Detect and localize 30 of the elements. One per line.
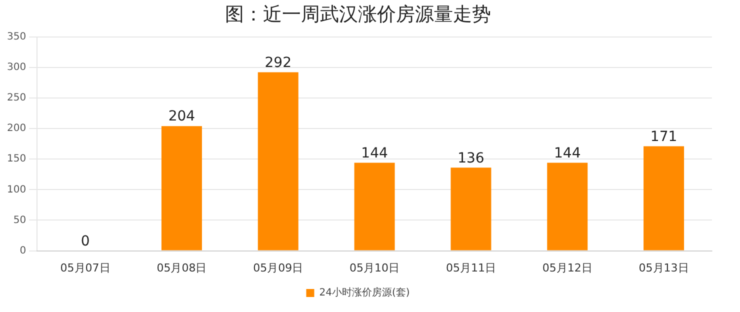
bar xyxy=(258,72,298,250)
x-tick-label: 05月10日 xyxy=(350,261,400,274)
data-label: 0 xyxy=(80,233,90,250)
bar xyxy=(644,146,684,250)
legend-label: 24小时涨价房源(套) xyxy=(319,286,410,299)
data-label: 144 xyxy=(361,145,388,162)
x-tick-label: 05月12日 xyxy=(542,261,592,274)
x-tick-label: 05月08日 xyxy=(156,261,207,274)
y-tick-label: 0 xyxy=(20,245,26,256)
y-tick-label: 150 xyxy=(6,154,26,165)
x-tick-label: 05月09日 xyxy=(253,261,304,274)
y-tick-label: 100 xyxy=(6,184,26,196)
x-tick-label: 05月13日 xyxy=(638,261,689,274)
data-label: 171 xyxy=(650,128,678,145)
x-tick-label: 05月07日 xyxy=(60,261,110,274)
data-label: 144 xyxy=(554,145,581,162)
y-tick-label: 300 xyxy=(6,62,26,73)
data-label: 292 xyxy=(264,54,292,71)
chart-title: 图：近一周武汉涨价房源量走势 xyxy=(225,3,491,26)
bar xyxy=(450,168,492,250)
bar xyxy=(354,162,395,250)
y-tick-label: 250 xyxy=(6,92,26,104)
x-tick-label: 05月11日 xyxy=(446,261,496,274)
bar xyxy=(547,162,588,250)
data-label: 136 xyxy=(458,150,484,166)
y-tick-label: 350 xyxy=(6,31,26,42)
bar xyxy=(161,126,202,250)
data-label: 204 xyxy=(168,108,196,125)
y-tick-label: 50 xyxy=(13,214,26,226)
y-tick-label: 200 xyxy=(6,123,26,134)
